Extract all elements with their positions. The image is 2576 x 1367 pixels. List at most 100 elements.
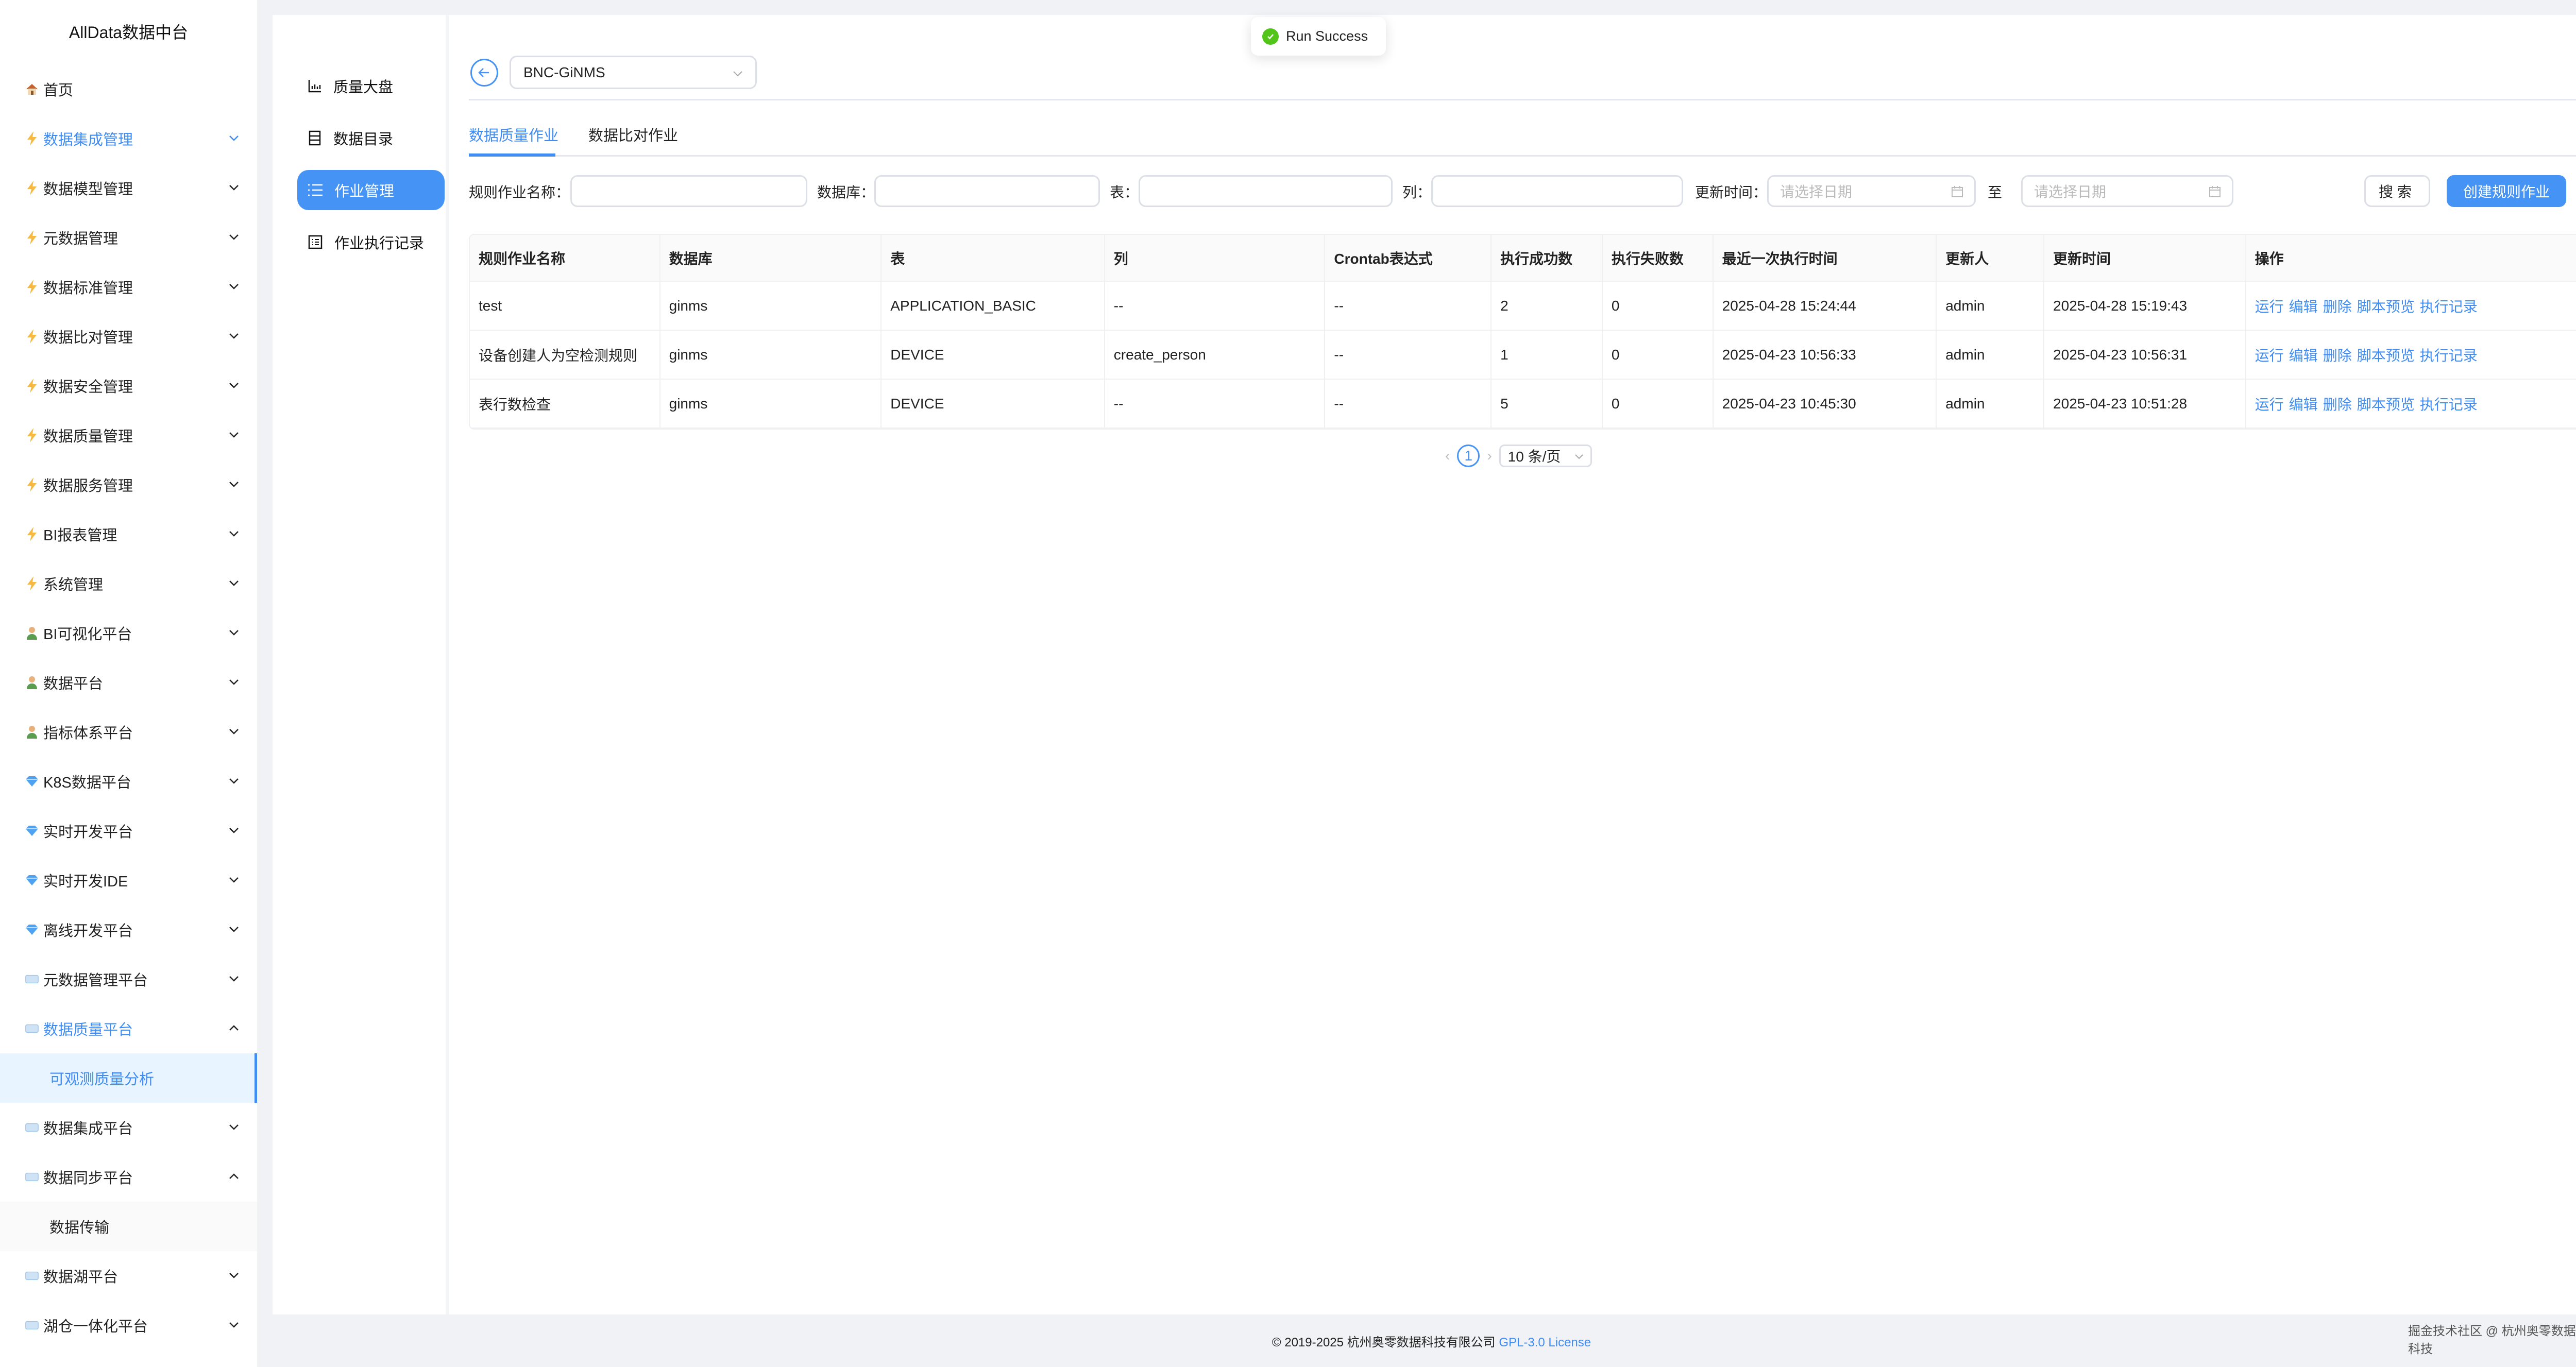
- sidebar-item[interactable]: 数据集成管理: [0, 114, 257, 163]
- sidebar-item[interactable]: 数据模型管理: [0, 163, 257, 213]
- page-size-select[interactable]: 10 条/页: [1499, 445, 1592, 467]
- prev-page-button[interactable]: ‹: [1445, 448, 1450, 464]
- column-header: 执行失败数: [1603, 235, 1714, 281]
- sidebar-item[interactable]: 数据质量平台: [0, 1004, 257, 1053]
- sidebar-item[interactable]: 数据安全管理: [0, 361, 257, 411]
- action-link[interactable]: 运行: [2255, 347, 2284, 364]
- sidebar-item[interactable]: 系统管理: [0, 559, 257, 608]
- datasource-select[interactable]: BNC-GiNMS: [510, 56, 757, 89]
- action-link[interactable]: 脚本预览: [2357, 396, 2415, 413]
- chevron-down-icon[interactable]: [227, 527, 241, 540]
- sidebar-item[interactable]: 离线开发平台: [0, 905, 257, 954]
- action-link[interactable]: 编辑: [2289, 298, 2318, 315]
- chevron-down-icon[interactable]: [227, 725, 241, 738]
- sidebar-item[interactable]: 指标体系平台: [0, 707, 257, 757]
- toast-message: Run Success: [1286, 28, 1368, 44]
- inner-menu-item-quality-dashboard[interactable]: 质量大盘: [297, 66, 445, 106]
- sidebar-item[interactable]: 数据湖平台: [0, 1251, 257, 1301]
- sidebar-item[interactable]: 数据同步平台: [0, 1152, 257, 1202]
- sidebar-item[interactable]: 首页: [0, 64, 257, 114]
- chevron-down-icon[interactable]: [227, 477, 241, 491]
- chevron-down-icon[interactable]: [227, 774, 241, 788]
- sidebar-item[interactable]: 湖仓一体化平台: [0, 1301, 257, 1350]
- bolt-icon: [25, 477, 39, 492]
- inner-menu-item-job-execution-records[interactable]: 作业执行记录: [297, 222, 445, 262]
- sidebar-item[interactable]: 数据传输: [0, 1202, 257, 1251]
- back-button[interactable]: [470, 59, 498, 87]
- sidebar-item[interactable]: 数据平台: [0, 658, 257, 707]
- table-cell: --: [1325, 380, 1492, 428]
- sidebar-item[interactable]: 数据标准管理: [0, 262, 257, 312]
- chevron-down-icon[interactable]: [227, 1318, 241, 1331]
- chevron-down-icon[interactable]: [227, 1120, 241, 1134]
- start-date-picker[interactable]: 请选择日期: [1767, 175, 1976, 207]
- chevron-down-icon[interactable]: [227, 131, 241, 145]
- action-link[interactable]: 脚本预览: [2357, 298, 2415, 315]
- table-cell: APPLICATION_BASIC: [882, 282, 1105, 330]
- chevron-down-icon[interactable]: [227, 181, 241, 194]
- next-page-button[interactable]: ›: [1487, 448, 1492, 464]
- chevron-down-icon[interactable]: [227, 922, 241, 936]
- sidebar-item[interactable]: K8S数据平台: [0, 757, 257, 806]
- sidebar-item[interactable]: 数据集成平台: [0, 1103, 257, 1152]
- sidebar-item[interactable]: BI可视化平台: [0, 608, 257, 658]
- sidebar-item[interactable]: BI报表管理: [0, 509, 257, 559]
- tab-data-quality-jobs[interactable]: 数据质量作业: [469, 128, 559, 144]
- sidebar-item[interactable]: 实时开发平台: [0, 806, 257, 856]
- sidebar-item[interactable]: 数据服务管理: [0, 460, 257, 509]
- chevron-down-icon[interactable]: [227, 576, 241, 590]
- chevron-up-icon[interactable]: [227, 1170, 241, 1183]
- action-link[interactable]: 编辑: [2289, 347, 2318, 364]
- chevron-up-icon[interactable]: [227, 1021, 241, 1035]
- sidebar-item[interactable]: 元数据管理: [0, 213, 257, 262]
- action-link[interactable]: 删除: [2323, 396, 2352, 413]
- bar-chart-icon: [308, 80, 321, 93]
- chevron-down-icon[interactable]: [227, 280, 241, 293]
- action-link[interactable]: 脚本预览: [2357, 347, 2415, 364]
- license-link[interactable]: GPL-3.0 License: [1499, 1336, 1591, 1349]
- page-1-button[interactable]: 1: [1457, 445, 1480, 467]
- action-link[interactable]: 运行: [2255, 298, 2284, 315]
- sidebar-item-label: K8S数据平台: [43, 775, 131, 791]
- column-header: Crontab表达式: [1325, 235, 1492, 281]
- action-link[interactable]: 删除: [2323, 347, 2352, 364]
- sidebar-item[interactable]: 实时开发IDE: [0, 856, 257, 905]
- chevron-down-icon[interactable]: [227, 626, 241, 639]
- table-cell: ginms: [660, 380, 882, 428]
- sidebar-item[interactable]: 元数据管理平台: [0, 954, 257, 1004]
- chevron-down-icon[interactable]: [227, 1269, 241, 1282]
- sidebar-item-label: 数据安全管理: [43, 379, 133, 396]
- chevron-down-icon[interactable]: [227, 824, 241, 837]
- sidebar-item[interactable]: 数据质量管理: [0, 411, 257, 460]
- chevron-down-icon[interactable]: [227, 329, 241, 343]
- column-header: 表: [882, 235, 1105, 281]
- search-button[interactable]: 搜索: [2364, 175, 2430, 207]
- action-link[interactable]: 执行记录: [2419, 298, 2478, 315]
- sidebar-item-label: 指标体系平台: [43, 725, 133, 742]
- action-link[interactable]: 删除: [2323, 298, 2352, 315]
- chevron-down-icon[interactable]: [227, 675, 241, 689]
- chevron-down-icon[interactable]: [227, 379, 241, 392]
- tab-data-comparison-jobs[interactable]: 数据比对作业: [588, 128, 679, 144]
- sidebar-item-label: 数据传输: [49, 1220, 110, 1236]
- chevron-down-icon[interactable]: [227, 972, 241, 985]
- sidebar-item[interactable]: 可观测质量分析: [0, 1053, 257, 1103]
- end-date-picker[interactable]: 请选择日期: [2021, 175, 2233, 207]
- database-input[interactable]: [874, 175, 1100, 207]
- chevron-down-icon[interactable]: [227, 230, 241, 244]
- column-input[interactable]: [1431, 175, 1683, 207]
- action-link[interactable]: 编辑: [2289, 396, 2318, 413]
- sidebar-item[interactable]: 数据比对管理: [0, 312, 257, 361]
- create-rule-job-button[interactable]: 创建规则作业: [2447, 175, 2566, 207]
- sidebar-item-label: 数据比对管理: [43, 330, 133, 346]
- action-link[interactable]: 执行记录: [2419, 347, 2478, 364]
- action-link[interactable]: 执行记录: [2419, 396, 2478, 413]
- job-name-input[interactable]: [570, 175, 807, 207]
- table-input[interactable]: [1139, 175, 1393, 207]
- table-cell: --: [1325, 331, 1492, 379]
- chevron-down-icon[interactable]: [227, 428, 241, 441]
- inner-menu-item-job-management[interactable]: 作业管理: [297, 170, 445, 210]
- action-link[interactable]: 运行: [2255, 396, 2284, 413]
- inner-menu-item-data-catalog[interactable]: 数据目录: [297, 118, 445, 158]
- chevron-down-icon[interactable]: [227, 873, 241, 886]
